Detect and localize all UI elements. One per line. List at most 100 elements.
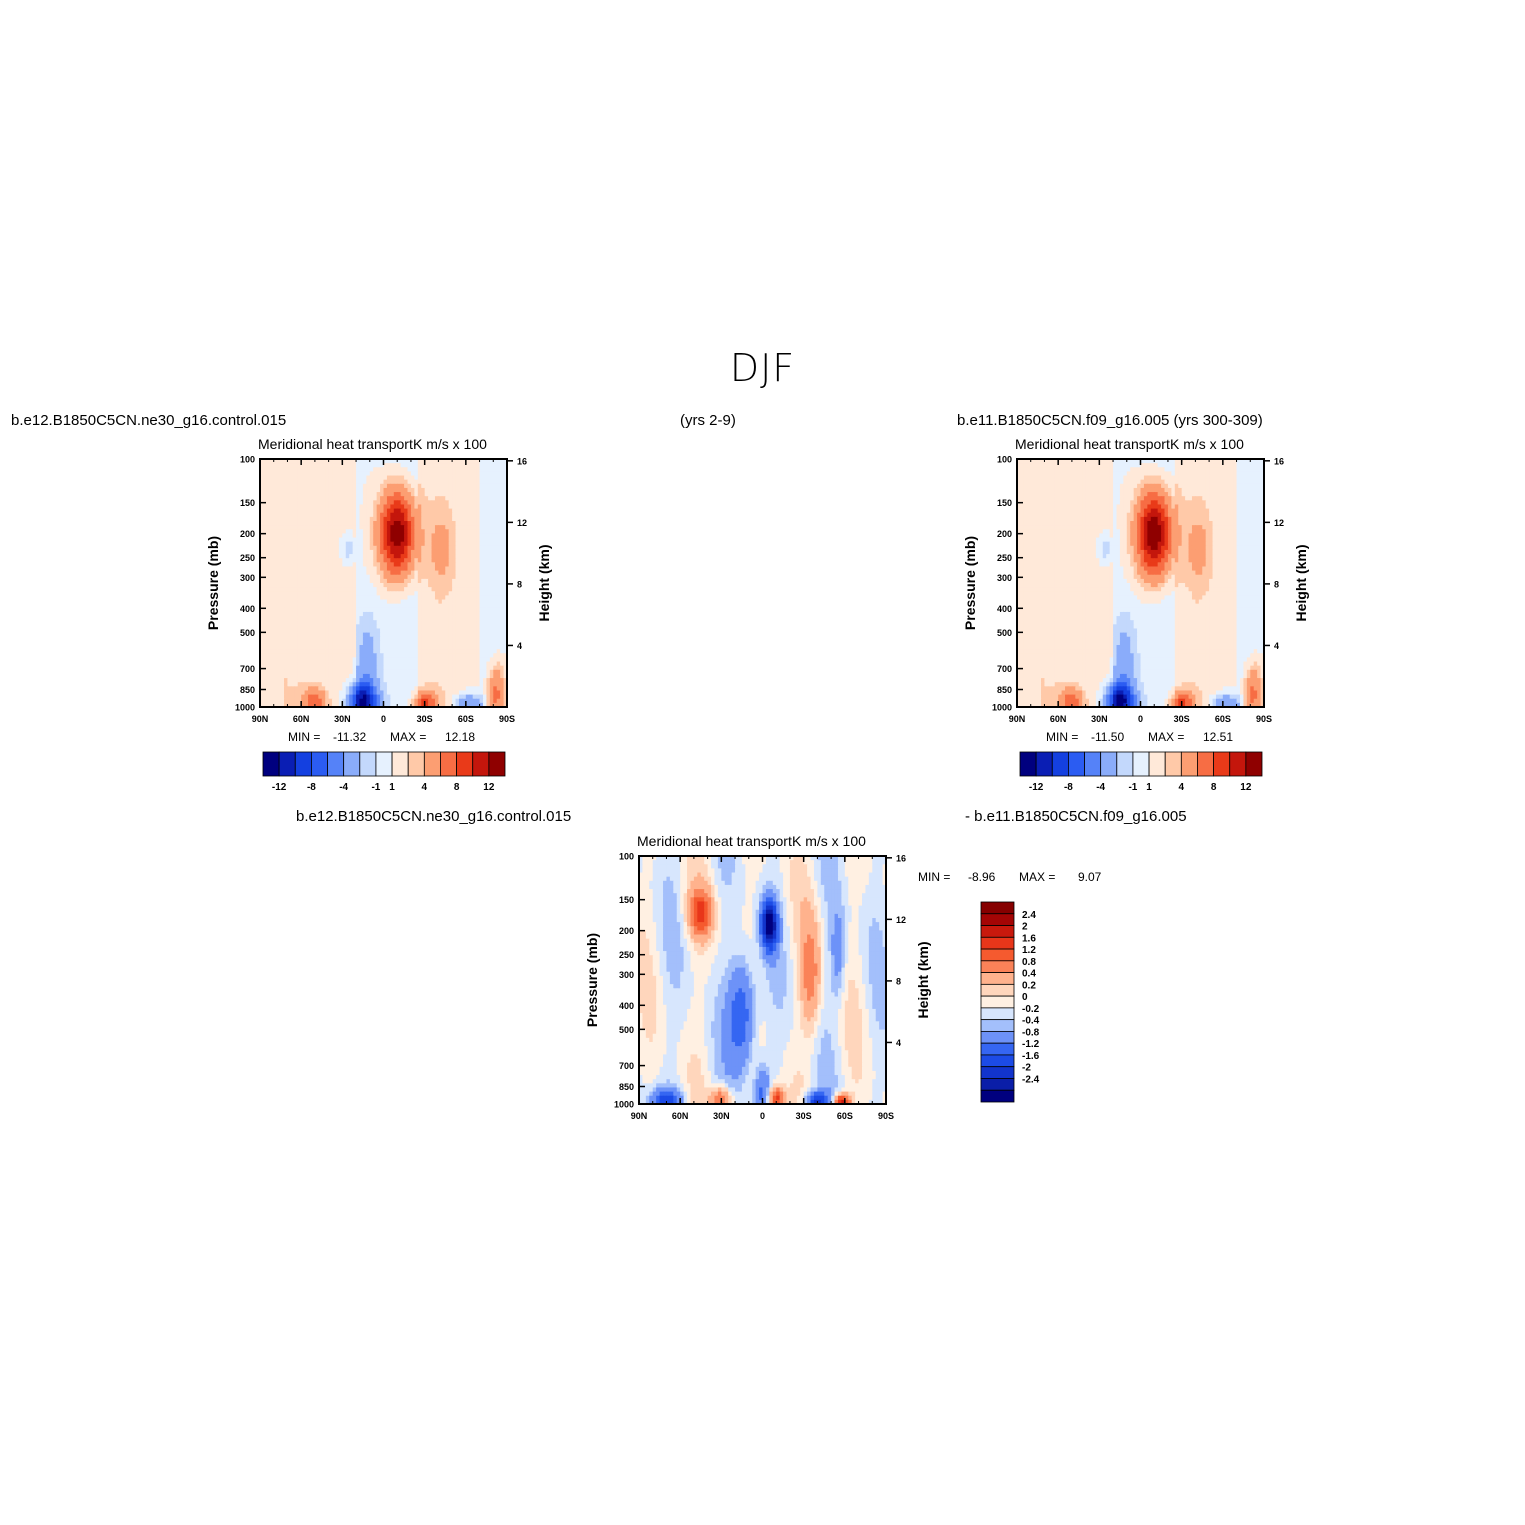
panel-1-cell [448,698,453,704]
panel-1-cell [441,516,446,522]
panel-1-cell [328,545,333,551]
panel-1-cell [414,599,419,605]
panel-1-cell [308,471,313,477]
panel-1-cell [345,492,350,497]
panel-1-cell [410,500,415,506]
panel-1-cell [417,467,422,472]
panel-1-cell [476,578,481,584]
panel-1-cell [417,500,422,506]
panel-1-cell [308,516,313,522]
panel-1-cell [332,653,337,658]
panel-1-cell [287,566,292,572]
panel-2-cell [1167,479,1172,485]
diff-case-a-label: b.e12.B1850C5CN.ne30_g16.control.015 [296,808,572,825]
panel-2-cell [1137,487,1142,493]
panel-1-cell [380,678,385,683]
panel-1-cell [393,479,398,485]
panel-1-cell [489,562,494,568]
panel-1-cell [277,492,282,497]
panel-2-cell [1065,467,1070,472]
panel-1-cell [362,521,367,526]
panel-1-cell [328,541,333,547]
panel-1-cell [349,566,354,572]
panel-1-cell [325,521,330,526]
panel-1-cell [362,611,367,617]
panel-1-cell [482,640,488,646]
panel-1-cell [359,574,364,580]
panel-1-cell [465,673,470,679]
panel-1-cell [325,682,330,687]
panel-1-cell [273,471,278,477]
panel-1-cell [452,583,457,588]
panel-1-cell [407,682,412,687]
panel-1-cell [297,583,302,588]
panel-1-cell [386,620,391,625]
panel-1-cell [452,628,457,634]
panel-1-cell [458,653,463,658]
panel-1-cell [482,521,488,526]
panel-1-cell [270,673,275,679]
panel-1-cell [472,690,477,696]
panel-1-cell [301,611,306,617]
panel-1-cell [280,653,285,658]
panel-1-cell [417,632,422,638]
panel-1-cell [270,545,275,551]
panel-1-cell [332,690,337,696]
panel-1-cell [277,640,282,646]
panel-2-cell [1250,467,1255,472]
panel-1-cell [434,669,439,675]
panel-1-cell [328,570,333,576]
panel-1-cell [493,611,498,617]
panel-1-cell [431,459,436,464]
panel-1-cell [404,690,409,696]
panel-1-cell [400,591,405,596]
panel-1-cell [356,611,361,617]
panel-1-cell [287,496,292,501]
panel-1-cell [325,529,330,534]
panel-1-cell [349,653,354,658]
panel-1-cell [294,529,299,534]
panel-1-cell [503,607,508,613]
panel-1-cell [287,471,292,477]
panel-1-cell [290,574,295,580]
panel-1-cell [273,624,278,630]
panel-1-cell [503,574,508,580]
panel-1-cell [335,628,340,634]
panel-1-cell [369,611,374,617]
panel-1-cell [383,483,388,489]
panel-1-cell [482,562,488,568]
panel-1-cell [328,673,333,679]
panel-1-cell [410,570,415,576]
panel-1-cell [404,653,409,658]
panel-1-cell [390,649,395,654]
panel-2-cell [1037,459,1042,464]
panel-1-cell [328,607,333,613]
panel-1-cell [486,504,491,510]
panel-1-cell [469,487,474,493]
panel-1-cell [441,587,446,592]
panel-1-cell [284,525,289,530]
panel-1-cell [469,516,474,522]
panel-1-cell [400,562,405,568]
panel-1-cell [400,698,405,704]
panel-1-cell [369,492,374,497]
panel-1-cell [452,558,457,563]
panel-1-cell [373,570,378,576]
panel-2-cell [1236,479,1241,485]
panel-1-cell [383,611,388,617]
panel-1-cell [383,487,388,493]
panel-1-cell [503,686,508,692]
panel-1-cell [469,591,474,596]
panel-1-cell [373,616,378,621]
panel-1-cell [455,607,460,613]
panel-1-cell [304,558,309,563]
panel-1-cell [335,504,340,510]
panel-1-cell [280,525,285,530]
panel-1-cell [284,558,289,563]
panel-1-cell [476,492,481,497]
panel-1-cell [304,678,309,683]
panel-1-cell [301,471,306,477]
panel-1-cell [266,702,271,708]
panel-1-cell [445,591,450,596]
panel-1-cell [373,599,378,605]
